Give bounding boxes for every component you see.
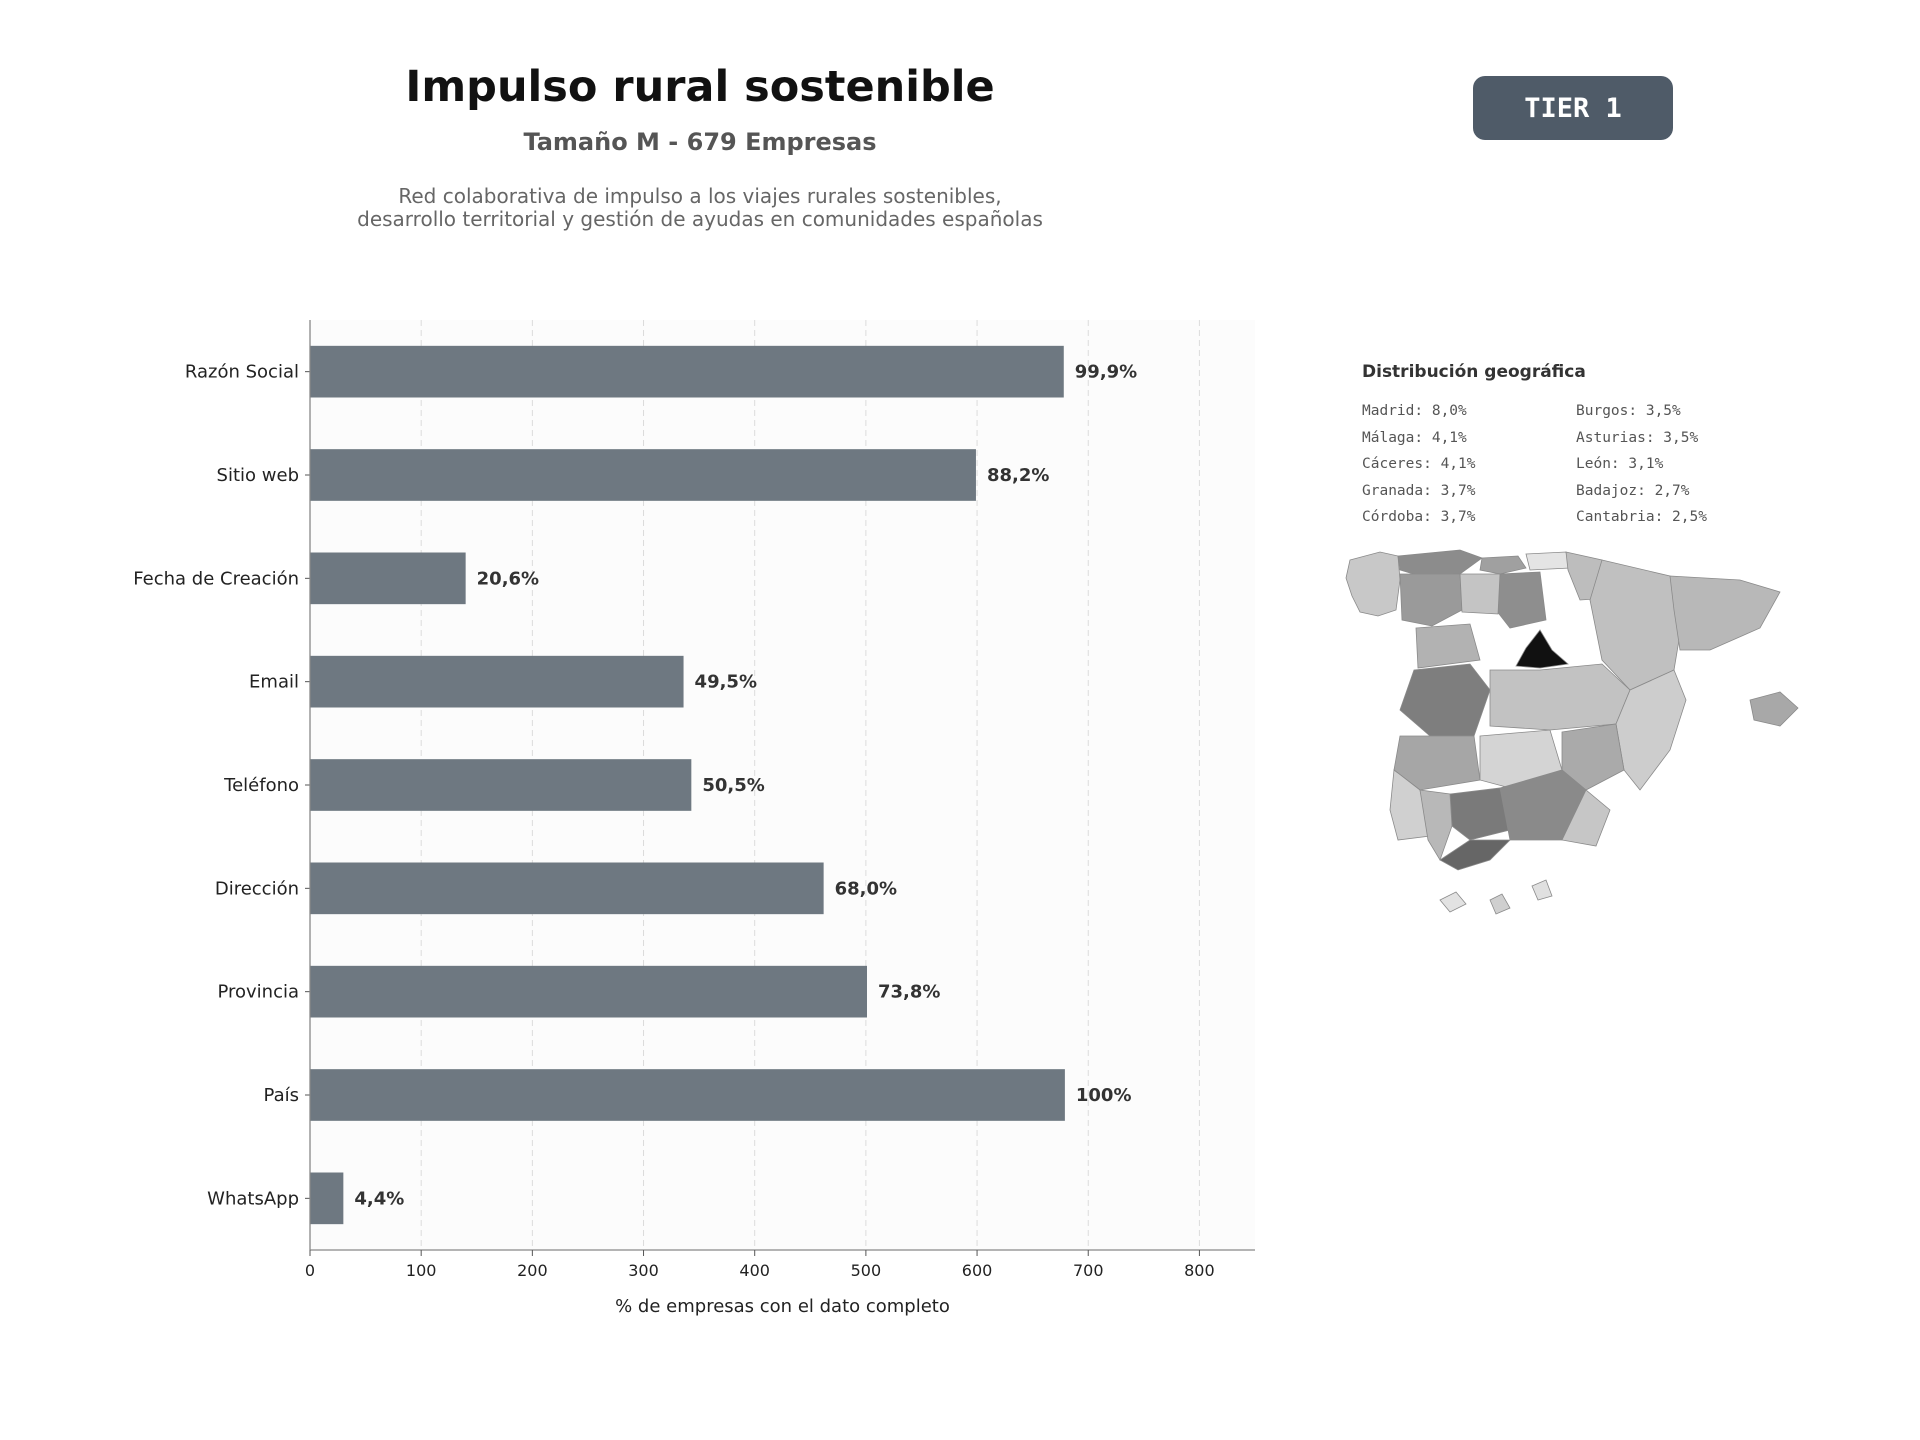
bar <box>310 965 867 1018</box>
y-tick-label: País <box>264 1085 299 1106</box>
geo-item: León: 3,1% <box>1576 456 1664 472</box>
geo-item: Cantabria: 2,5% <box>1576 509 1707 525</box>
page-title: Impulso rural sostenible <box>405 62 995 112</box>
map-region-canarias-3 <box>1531 879 1553 901</box>
bar <box>310 449 976 501</box>
map-region-galicia <box>1345 551 1401 617</box>
y-tick-label: Teléfono <box>223 775 299 796</box>
y-tick-label: Fecha de Creación <box>133 568 299 589</box>
map-region-sevilla <box>1419 789 1453 861</box>
map-region-huelva <box>1389 769 1431 841</box>
bar-value-label: 99,9% <box>1075 362 1137 383</box>
bar <box>310 759 692 811</box>
bar <box>310 862 824 915</box>
geo-item: Córdoba: 3,7% <box>1362 509 1476 525</box>
geo-item: Madrid: 8,0% <box>1362 403 1467 419</box>
map-region-cantabria <box>1479 555 1527 575</box>
description-line-2: desarrollo territorial y gestión de ayud… <box>357 207 1043 231</box>
y-tick-label: Provincia <box>217 982 299 1003</box>
geo-item: Granada: 3,7% <box>1362 482 1476 499</box>
bar-value-label: 20,6% <box>477 568 539 589</box>
bar-value-label: 50,5% <box>702 775 764 796</box>
map-region-burgos <box>1495 571 1547 629</box>
map-region-malaga <box>1439 839 1511 871</box>
bar-chart: 99,9% Razón Social 88,2% Sitio web 20,6% Fech… <box>133 320 1255 1317</box>
map-region-madrid <box>1515 629 1569 669</box>
description-line-1: Red colaborativa de impulso a los viajes… <box>398 184 1002 208</box>
x-axis-label: % de empresas con el dato completo <box>615 1296 950 1317</box>
map-region-basque <box>1525 551 1571 571</box>
y-tick-label: Razón Social <box>185 362 299 383</box>
geo-item: Burgos: 3,5% <box>1576 403 1681 419</box>
bar-value-label: 4,4% <box>354 1188 404 1209</box>
bar-value-label: 68,0% <box>835 878 897 899</box>
x-tick-label: 200 <box>517 1261 548 1280</box>
spain-choropleth-map <box>1345 549 1799 915</box>
bar-value-label: 100% <box>1076 1085 1132 1106</box>
map-region-murcia <box>1561 723 1625 791</box>
map-region-badajoz <box>1393 735 1481 791</box>
map-region-salamanca <box>1415 623 1481 669</box>
map-region-palencia <box>1459 573 1501 615</box>
map-region-canarias-2 <box>1489 893 1511 915</box>
x-tick-label: 400 <box>739 1261 770 1280</box>
bar-value-label: 88,2% <box>987 465 1049 486</box>
bar <box>310 1172 344 1225</box>
map-region-almeria <box>1561 789 1611 847</box>
bar <box>310 1069 1065 1121</box>
bar-value-label: 73,8% <box>878 982 940 1003</box>
y-tick-label: Dirección <box>215 878 299 899</box>
bar <box>310 552 466 605</box>
map-region-canarias-1 <box>1439 891 1467 913</box>
geo-item: Badajoz: 2,7% <box>1576 482 1690 499</box>
y-tick-label: Sitio web <box>217 465 299 486</box>
x-tick-label: 800 <box>1184 1261 1215 1280</box>
bar <box>310 655 684 708</box>
map-region-cordoba <box>1449 787 1511 841</box>
x-tick-label: 700 <box>1073 1261 1104 1280</box>
bar <box>310 345 1064 398</box>
map-region-asturias <box>1397 549 1483 577</box>
bar-value-label: 49,5% <box>695 672 757 693</box>
page-subtitle: Tamaño M - 679 Empresas <box>523 128 877 156</box>
geo-item: Málaga: 4,1% <box>1362 429 1467 446</box>
y-tick-label: Email <box>249 672 299 693</box>
geo-distribution-list: Madrid: 8,0% Burgos: 3,5% Málaga: 4,1% A… <box>1362 398 1802 531</box>
map-region-baleares <box>1749 691 1799 727</box>
geo-distribution-title: Distribución geográfica <box>1362 362 1586 382</box>
x-tick-label: 300 <box>628 1261 659 1280</box>
y-tick-label: WhatsApp <box>207 1188 299 1209</box>
x-tick-label: 500 <box>851 1261 882 1280</box>
page-description: Red colaborativa de impulso a los viajes… <box>0 185 1400 231</box>
map-region-extremadura-caceres <box>1399 663 1491 737</box>
x-tick-label: 600 <box>962 1261 993 1280</box>
geo-item: Cáceres: 4,1% <box>1362 456 1476 472</box>
x-tick-label: 0 <box>305 1261 315 1280</box>
map-region-leon <box>1399 573 1463 627</box>
x-tick-label: 100 <box>406 1261 437 1280</box>
map-region-catalonia <box>1669 575 1781 651</box>
geo-item: Asturias: 3,5% <box>1576 429 1699 446</box>
map-region-castilla-mancha <box>1489 663 1631 731</box>
tier-badge: TIER 1 <box>1473 76 1673 140</box>
